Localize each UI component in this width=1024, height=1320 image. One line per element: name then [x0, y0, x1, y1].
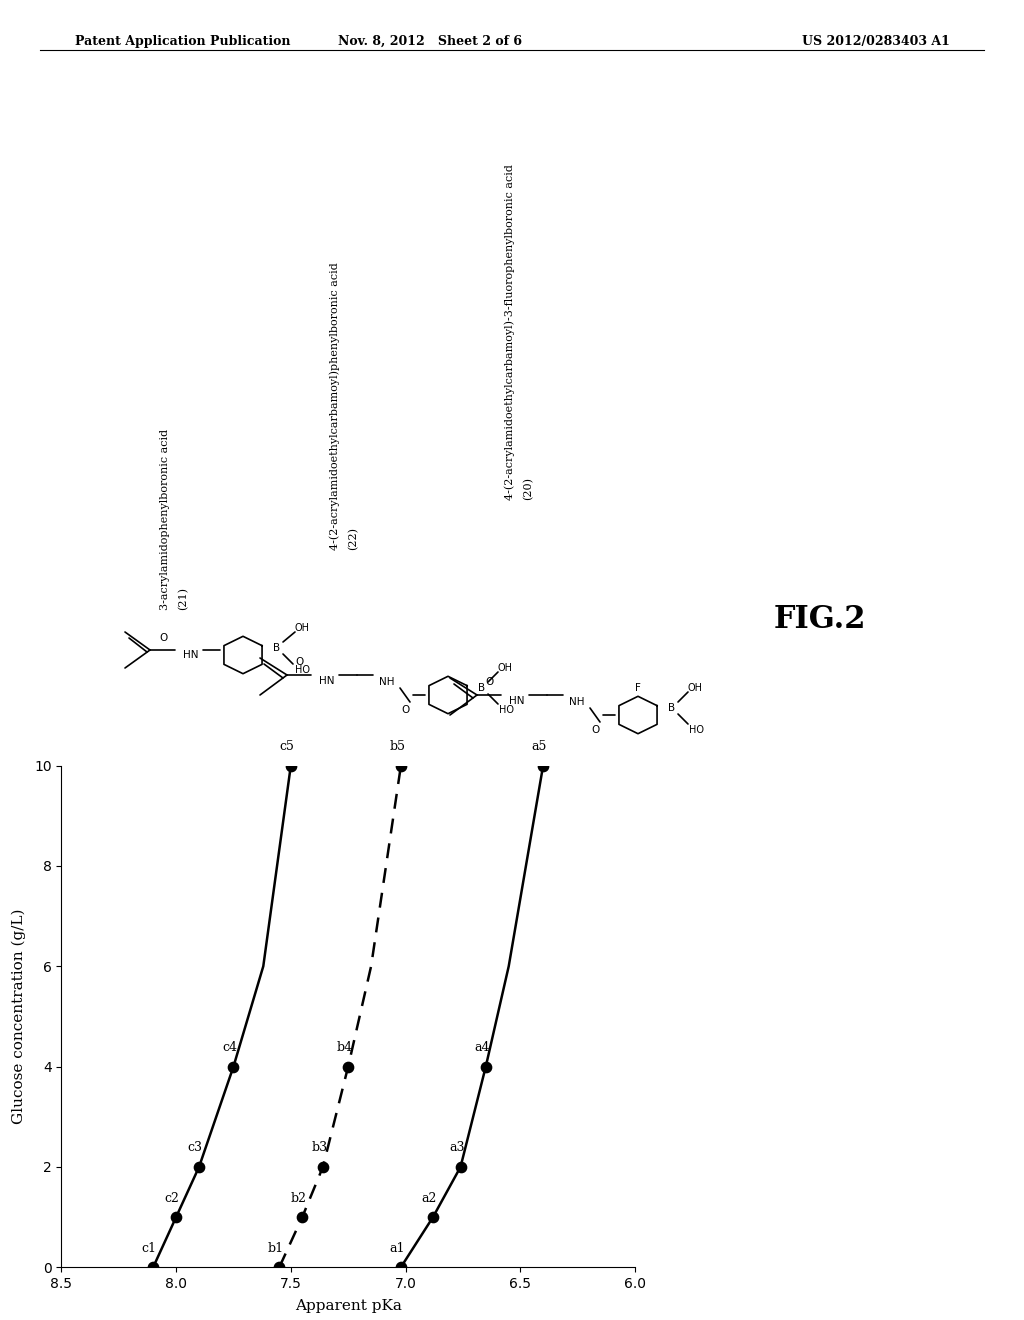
Text: a5: a5	[531, 741, 547, 752]
Text: OH: OH	[498, 663, 512, 673]
Point	[168, 1206, 184, 1228]
Text: US 2012/0283403 A1: US 2012/0283403 A1	[802, 36, 950, 48]
Text: HO: HO	[500, 705, 514, 715]
Text: c4: c4	[222, 1041, 237, 1053]
Text: b5: b5	[389, 741, 406, 752]
X-axis label: Apparent pKa: Apparent pKa	[295, 1299, 401, 1313]
Text: b1: b1	[268, 1242, 284, 1254]
Text: F: F	[635, 682, 641, 693]
Text: O: O	[485, 677, 495, 686]
Text: 4-(2-acrylamidoethylcarbamoyl)-3-fluorophenylboronic acid: 4-(2-acrylamidoethylcarbamoyl)-3-fluorop…	[505, 164, 515, 500]
Text: NH: NH	[379, 677, 394, 686]
Text: b2: b2	[291, 1192, 307, 1204]
Text: (21): (21)	[178, 587, 188, 610]
Text: O: O	[591, 725, 599, 735]
Text: c1: c1	[141, 1242, 157, 1254]
Text: HN: HN	[509, 696, 524, 706]
Text: Patent Application Publication: Patent Application Publication	[75, 36, 291, 48]
Point	[535, 755, 551, 776]
Text: HN: HN	[183, 649, 199, 660]
Y-axis label: Glucose concentration (g/L): Glucose concentration (g/L)	[11, 908, 26, 1125]
Text: B: B	[669, 704, 676, 713]
Text: OH: OH	[687, 682, 702, 693]
Point	[283, 755, 299, 776]
Text: O: O	[159, 634, 167, 643]
Text: b4: b4	[337, 1041, 353, 1053]
Text: HO: HO	[689, 725, 705, 735]
Point	[477, 1056, 494, 1077]
Point	[340, 1056, 356, 1077]
Point	[393, 1257, 410, 1278]
Point	[294, 1206, 310, 1228]
Text: FIG.2: FIG.2	[774, 605, 866, 635]
Text: a3: a3	[450, 1142, 465, 1154]
Text: b3: b3	[311, 1142, 328, 1154]
Text: (20): (20)	[523, 477, 534, 500]
Point	[271, 1257, 288, 1278]
Text: Nov. 8, 2012   Sheet 2 of 6: Nov. 8, 2012 Sheet 2 of 6	[338, 36, 522, 48]
Text: HN: HN	[319, 676, 335, 686]
Text: a1: a1	[389, 1242, 404, 1254]
Point	[314, 1156, 331, 1177]
Text: (22): (22)	[348, 527, 358, 550]
Point	[425, 1206, 441, 1228]
Text: 4-(2-acrylamidoethylcarbamoyl)phenylboronic acid: 4-(2-acrylamidoethylcarbamoyl)phenylboro…	[330, 263, 340, 550]
Point	[145, 1257, 162, 1278]
Text: HO: HO	[296, 665, 310, 675]
Text: NH: NH	[569, 697, 585, 708]
Text: c5: c5	[280, 741, 294, 752]
Point	[190, 1156, 207, 1177]
Text: B: B	[273, 643, 281, 653]
Text: c2: c2	[165, 1192, 179, 1204]
Text: OH: OH	[295, 623, 309, 634]
Text: a4: a4	[474, 1041, 489, 1053]
Text: c3: c3	[187, 1142, 203, 1154]
Text: B: B	[478, 682, 485, 693]
Text: O: O	[296, 657, 304, 667]
Text: a2: a2	[422, 1192, 437, 1204]
Text: 3-acrylamidophenylboronic acid: 3-acrylamidophenylboronic acid	[160, 429, 170, 610]
Text: O: O	[400, 705, 410, 715]
Point	[453, 1156, 469, 1177]
Point	[393, 755, 410, 776]
Point	[225, 1056, 242, 1077]
